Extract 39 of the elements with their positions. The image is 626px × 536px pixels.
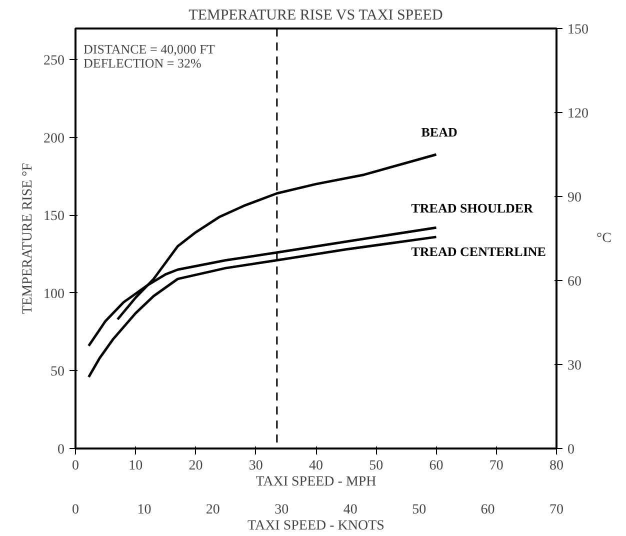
x2-axis-title: TAXI SPEED - KNOTS <box>248 518 384 534</box>
x-tick-label: 40 <box>309 458 323 474</box>
x2-tick-label: 70 <box>550 502 564 518</box>
y2-tick-label: 150 <box>568 22 588 38</box>
x2-tick-label: 0 <box>72 502 79 518</box>
series-label: TREAD CENTERLINE <box>411 244 546 259</box>
y2-axis-title: °C <box>596 231 612 246</box>
x-tick-label: 0 <box>72 458 79 474</box>
y-tick-label: 50 <box>50 364 64 380</box>
x-tick-label: 80 <box>550 458 564 474</box>
y-tick-label: 150 <box>44 209 64 224</box>
x2-tick-label: 10 <box>137 502 152 518</box>
x-axis-title: TAXI SPEED - MPH <box>256 474 376 490</box>
y-axis-title: TEMPERATURE RISE °F <box>20 162 36 314</box>
x2-tick-label: 60 <box>480 502 495 518</box>
x-tick-label: 60 <box>429 458 444 474</box>
y-tick-label: 100 <box>44 286 64 302</box>
y-tick-label: 250 <box>44 54 64 69</box>
series-label: BEAD <box>421 124 458 140</box>
y-tick-label: 0 <box>58 442 64 458</box>
x2-tick-label: 50 <box>412 502 426 518</box>
annotation: DEFLECTION = 32% <box>84 56 202 70</box>
y2-tick-label: 0 <box>568 442 574 458</box>
x2-tick-label: 40 <box>343 502 358 518</box>
y-tick-label: 200 <box>44 131 64 146</box>
x2-tick-label: 30 <box>274 502 289 518</box>
y2-tick-label: 60 <box>568 274 582 290</box>
series-label: TREAD SHOULDER <box>411 200 534 216</box>
x-tick-label: 10 <box>128 458 143 474</box>
y2-tick-label: 30 <box>568 358 582 374</box>
x-tick-label: 30 <box>248 458 263 474</box>
x2-tick-label: 20 <box>206 502 220 518</box>
x-tick-label: 20 <box>188 458 203 474</box>
x-tick-label: 70 <box>489 458 504 474</box>
annotation: DISTANCE = 40,000 FT <box>84 42 215 56</box>
y2-tick-label: 120 <box>568 106 588 122</box>
x-tick-label: 50 <box>369 458 384 474</box>
chart-title: TEMPERATURE RISE VS TAXI SPEED <box>188 8 443 24</box>
y2-tick-label: 90 <box>568 190 582 206</box>
